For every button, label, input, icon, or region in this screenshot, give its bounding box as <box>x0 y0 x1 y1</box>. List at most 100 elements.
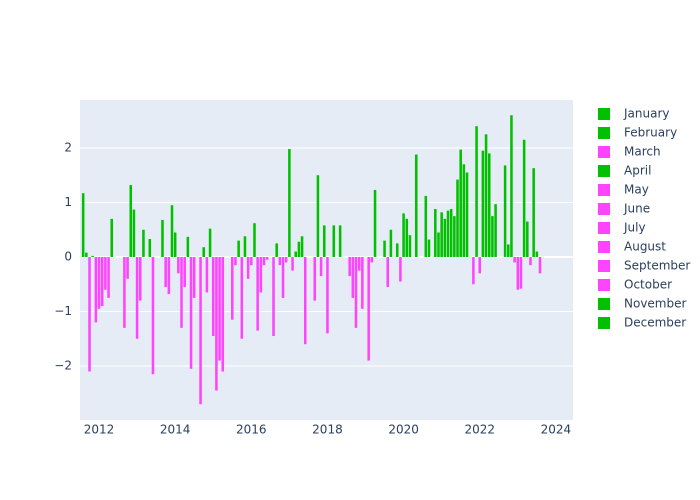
bar <box>532 168 535 258</box>
bar <box>484 134 488 258</box>
bar <box>189 257 193 369</box>
legend-label[interactable]: December <box>624 316 686 330</box>
bar <box>275 243 278 258</box>
bar <box>538 257 542 274</box>
bar <box>348 257 351 277</box>
legend-label[interactable]: November <box>624 297 686 311</box>
bar <box>284 257 288 263</box>
bar <box>231 257 234 320</box>
bar <box>395 243 399 258</box>
bar <box>237 240 240 258</box>
bar <box>278 257 282 266</box>
bar <box>183 257 186 287</box>
legend-label[interactable]: January <box>623 107 670 121</box>
bar <box>246 257 250 279</box>
bar <box>370 257 374 263</box>
legend-swatch[interactable] <box>598 146 610 158</box>
bar <box>440 212 443 258</box>
bar <box>437 232 440 258</box>
bar <box>300 236 304 258</box>
bar <box>142 229 145 258</box>
bar <box>402 213 405 258</box>
bar <box>459 149 462 258</box>
bar <box>522 139 526 258</box>
legend-label[interactable]: March <box>624 145 661 159</box>
bar <box>243 236 247 258</box>
bar <box>494 204 497 258</box>
legend-label[interactable]: April <box>624 164 651 178</box>
bar <box>265 257 269 260</box>
bar <box>139 257 142 301</box>
bar <box>186 236 190 258</box>
bar <box>291 257 294 271</box>
legend-label[interactable]: October <box>624 278 672 292</box>
bar <box>415 154 418 258</box>
bar <box>446 210 450 258</box>
bar <box>491 216 494 258</box>
bar <box>351 257 355 298</box>
bar <box>211 257 215 337</box>
bar <box>326 257 329 334</box>
legend-swatch[interactable] <box>598 241 610 253</box>
bar <box>507 244 510 258</box>
y-tick-label: 0 <box>64 250 72 264</box>
bar <box>313 257 317 301</box>
bar <box>135 257 139 339</box>
bar <box>192 257 196 298</box>
legend-label[interactable]: July <box>623 221 646 235</box>
bar <box>405 218 409 258</box>
bar <box>250 257 253 266</box>
bar <box>281 257 285 298</box>
bar <box>259 257 263 293</box>
legend-swatch[interactable] <box>598 222 610 234</box>
bar <box>316 175 320 258</box>
legend-swatch[interactable] <box>598 317 610 329</box>
x-tick-label: 2024 <box>541 423 572 437</box>
legend-swatch[interactable] <box>598 127 610 139</box>
x-tick-label: 2018 <box>312 423 343 437</box>
legend-label[interactable]: August <box>624 240 666 254</box>
bar <box>386 257 389 287</box>
bar <box>513 257 516 263</box>
y-tick-label: 2 <box>64 140 72 154</box>
bar <box>88 257 91 372</box>
bar <box>107 257 110 298</box>
bar <box>399 257 402 282</box>
bar <box>205 257 209 293</box>
legend-label[interactable]: September <box>624 259 690 273</box>
legend-swatch[interactable] <box>598 184 610 196</box>
bar <box>516 257 520 290</box>
bar <box>85 252 88 258</box>
bar <box>434 209 437 258</box>
legend-swatch[interactable] <box>598 203 610 215</box>
legend-swatch[interactable] <box>598 298 610 310</box>
bar <box>519 257 523 289</box>
legend-swatch[interactable] <box>598 260 610 272</box>
legend-swatch[interactable] <box>598 108 610 120</box>
legend-label[interactable]: February <box>624 126 677 140</box>
bar <box>215 257 218 391</box>
bar <box>94 257 98 323</box>
bar <box>97 257 101 309</box>
bar <box>408 235 412 258</box>
bar <box>234 257 237 266</box>
bar <box>81 193 85 258</box>
legend-label[interactable]: June <box>623 202 650 216</box>
y-tick-label: −2 <box>54 359 72 373</box>
bar <box>323 225 326 258</box>
legend-swatch[interactable] <box>598 165 610 177</box>
bar <box>151 257 155 375</box>
bar <box>221 257 225 372</box>
bar <box>424 195 428 258</box>
legend-label[interactable]: May <box>624 183 649 197</box>
bar <box>503 165 507 258</box>
bar <box>199 257 202 405</box>
bar <box>367 257 370 361</box>
bar <box>427 239 431 258</box>
bar <box>465 172 469 258</box>
legend-swatch[interactable] <box>598 279 610 291</box>
bar <box>383 240 386 258</box>
y-tick-label: 1 <box>64 195 72 209</box>
bar <box>303 257 307 345</box>
